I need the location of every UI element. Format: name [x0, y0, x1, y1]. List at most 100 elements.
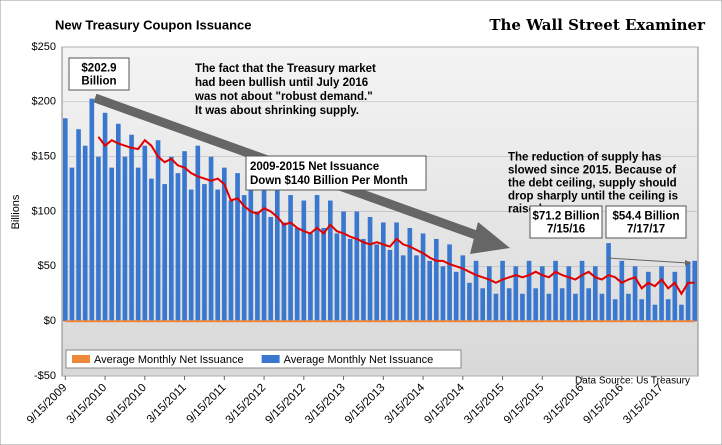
legend-swatch — [72, 355, 90, 363]
bar — [586, 288, 592, 322]
bar — [672, 271, 678, 322]
bar — [533, 288, 539, 322]
bar — [665, 299, 671, 322]
bar — [506, 288, 512, 322]
bar — [122, 156, 128, 322]
bar — [493, 293, 499, 322]
legend-swatch — [261, 355, 280, 363]
bar — [606, 243, 611, 322]
bar — [599, 293, 605, 322]
bar — [460, 255, 466, 322]
bar — [394, 222, 399, 322]
bar — [380, 222, 386, 322]
bar — [235, 173, 240, 322]
bar — [215, 189, 221, 322]
bar — [513, 266, 519, 322]
bar — [96, 156, 101, 322]
bar — [155, 140, 161, 322]
bar — [102, 112, 108, 322]
chart-title: New Treasury Coupon Issuance — [55, 17, 252, 32]
bar — [659, 266, 664, 322]
y-tick-label: $250 — [32, 41, 56, 53]
annotation-box — [68, 57, 130, 91]
bar — [327, 200, 333, 322]
bar — [486, 266, 492, 322]
bar — [288, 195, 293, 322]
bar — [692, 260, 698, 322]
bar — [142, 145, 148, 322]
annotation: had been bullish until July 2016 — [195, 77, 368, 89]
bar — [268, 216, 274, 322]
annotation: Billion — [81, 76, 116, 88]
bar — [407, 227, 413, 322]
bar — [168, 156, 174, 322]
bar — [473, 260, 479, 322]
bar — [354, 211, 360, 322]
bar — [559, 288, 565, 322]
bar — [248, 178, 254, 322]
bar — [221, 167, 227, 322]
annotation-box — [529, 205, 603, 239]
bar — [374, 244, 380, 322]
annotation: $202.9 — [81, 63, 116, 75]
bar — [314, 195, 320, 322]
bar — [294, 227, 300, 322]
bar — [414, 255, 419, 322]
source: Data Source: Us Treasury — [575, 376, 690, 387]
bar — [347, 238, 353, 322]
bar — [645, 271, 651, 322]
bar — [387, 249, 393, 322]
bar — [149, 178, 154, 322]
annotation: Down $140 Billion Per Month — [250, 175, 408, 187]
bar — [639, 299, 645, 322]
bar — [679, 304, 684, 322]
annotation: drop sharply until the ceiling is — [508, 191, 678, 203]
annotation: The reduction of supply has — [508, 152, 661, 164]
bar — [202, 184, 207, 322]
bar — [301, 200, 307, 322]
bar — [539, 266, 545, 322]
annotation: the debt ceiling, supply should — [508, 178, 677, 190]
bar — [162, 184, 168, 322]
bar — [62, 118, 68, 322]
bar — [261, 184, 267, 322]
annotation: 7/17/17 — [627, 224, 665, 236]
annotation: $71.2 Billion — [532, 211, 599, 223]
legend-label: Average Monthly Net Issuance — [284, 354, 434, 366]
bar — [632, 266, 638, 322]
bar — [553, 260, 558, 322]
annotation-box — [245, 155, 427, 191]
bar — [341, 211, 346, 322]
bar — [89, 98, 95, 322]
bar — [82, 145, 88, 322]
bar — [281, 222, 287, 322]
annotation: It was about shrinking supply. — [195, 105, 359, 117]
arrow — [606, 257, 691, 266]
bar — [129, 134, 134, 322]
bar — [626, 293, 631, 322]
bar — [427, 260, 433, 322]
bar — [400, 255, 406, 322]
bar — [195, 145, 201, 322]
bar — [440, 266, 446, 322]
bar — [255, 211, 260, 322]
bar — [592, 266, 598, 322]
bar — [566, 266, 572, 322]
brand: The Wall Street Examiner — [489, 16, 706, 34]
y-tick-label: $100 — [32, 205, 56, 217]
annotation: slowed since 2015. Because of — [508, 165, 676, 177]
y-tick-label: $150 — [32, 151, 56, 163]
bar — [453, 271, 459, 322]
bar — [228, 200, 234, 322]
bar — [420, 233, 426, 322]
bar — [69, 167, 75, 322]
bar — [467, 282, 472, 322]
annotation: 2009-2015 Net Issuance — [250, 161, 379, 173]
bar — [652, 304, 658, 322]
bar — [546, 293, 552, 322]
annotation: The fact that the Treasury market — [195, 63, 376, 75]
bar — [135, 167, 141, 322]
bar — [573, 293, 578, 322]
